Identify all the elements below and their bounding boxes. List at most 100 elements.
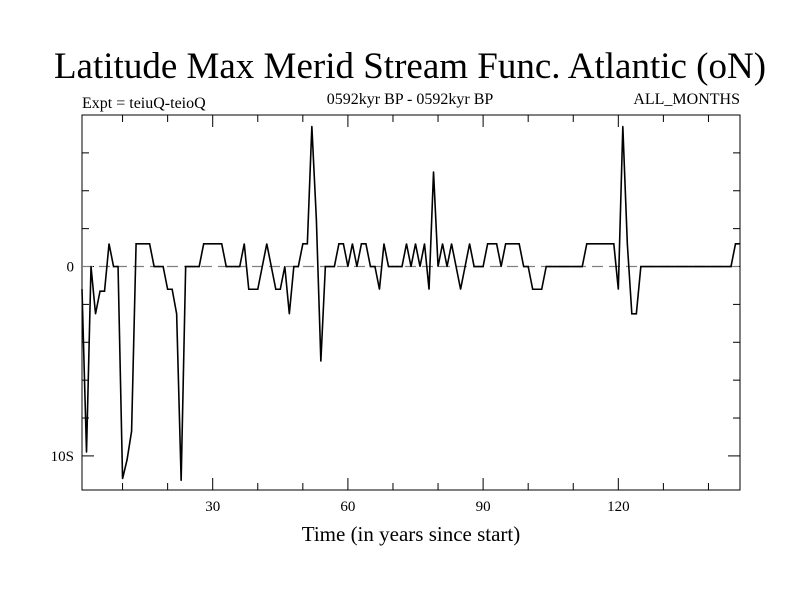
data-point (149, 243, 151, 245)
data-point (617, 288, 619, 290)
data-point (581, 265, 583, 268)
data-point (473, 265, 475, 268)
data-point (401, 265, 403, 268)
data-point (640, 265, 642, 268)
data-point (608, 243, 610, 245)
data-point (139, 243, 142, 245)
data-point (568, 265, 570, 268)
data-point (374, 265, 376, 268)
data-point (387, 265, 390, 268)
data-point (712, 265, 714, 268)
data-point (554, 265, 556, 268)
data-point (324, 265, 326, 268)
data-point (613, 243, 615, 245)
axis-tick-labels: 30 60 90 120 0 10S (51, 260, 630, 515)
data-point (563, 265, 565, 268)
data-point (523, 265, 525, 268)
data-point (423, 243, 426, 245)
data-point (446, 265, 448, 268)
data-point (441, 243, 444, 245)
data-point (739, 243, 741, 245)
series-line (81, 126, 740, 481)
data-point (550, 265, 552, 268)
data-point (81, 288, 83, 290)
data-point (694, 265, 696, 268)
data-point (496, 243, 498, 245)
data-point (311, 125, 313, 127)
data-point (450, 243, 453, 245)
data-point (117, 265, 119, 268)
data-point (248, 288, 250, 290)
data-point (667, 265, 669, 268)
data-point (126, 459, 128, 461)
data-point (90, 265, 92, 268)
data-point (419, 265, 421, 268)
data-point (716, 265, 719, 268)
y-tick-label: 0 (67, 260, 75, 276)
data-point (270, 265, 272, 268)
data-point (730, 265, 732, 268)
data-point (243, 243, 245, 245)
data-point (676, 265, 678, 268)
data-point (455, 265, 457, 268)
data-point (261, 265, 263, 268)
data-point (658, 265, 660, 268)
data-point (604, 243, 606, 245)
data-point (130, 430, 133, 432)
data-point (302, 243, 304, 245)
data-point (257, 288, 259, 290)
data-point (396, 265, 399, 268)
data-point (698, 265, 701, 268)
x-tick-label: 60 (340, 499, 355, 515)
data-point (725, 265, 728, 268)
data-point (635, 313, 637, 315)
data-point (185, 265, 187, 268)
data-point (252, 288, 254, 290)
data-point (275, 288, 277, 290)
data-point (279, 288, 281, 290)
data-point (671, 265, 673, 268)
data-point (478, 265, 480, 268)
data-point (121, 478, 124, 480)
data-point (347, 265, 349, 268)
data-point (590, 243, 592, 245)
x-tick-label: 120 (607, 499, 630, 515)
data-point (112, 265, 115, 268)
data-point (577, 265, 579, 268)
data-point (297, 265, 299, 268)
data-point (171, 288, 173, 290)
data-point (572, 265, 574, 268)
experiment-label: Expt = teiuQ-teioQ (82, 95, 206, 112)
data-point (144, 243, 146, 245)
period-label: 0592kyr BP - 0592kyr BP (327, 91, 494, 108)
data-point (203, 243, 205, 245)
data-point (108, 243, 110, 245)
data-point (189, 265, 191, 268)
data-point (288, 313, 290, 315)
data-point (599, 243, 601, 245)
data-point (622, 125, 624, 127)
data-point (342, 243, 344, 245)
data-point (532, 288, 534, 290)
data-point (505, 243, 507, 245)
data-point (518, 243, 520, 245)
data-point (207, 243, 209, 245)
data-point (626, 243, 628, 245)
data-point (707, 265, 710, 268)
data-point (703, 265, 705, 268)
data-point (428, 288, 430, 290)
data-point (239, 265, 241, 268)
data-point (221, 243, 223, 245)
data-point (649, 265, 651, 268)
data-point (378, 288, 381, 290)
data-point (162, 265, 164, 268)
data-point (545, 265, 547, 268)
data-point (459, 288, 462, 290)
axis-ticks (82, 115, 740, 490)
plot-frame (81, 114, 741, 491)
data-point (216, 243, 218, 245)
data-point (392, 265, 394, 268)
data-points (81, 125, 741, 482)
plot-area: 30 60 90 120 0 10S (51, 114, 741, 515)
data-point (320, 360, 322, 362)
